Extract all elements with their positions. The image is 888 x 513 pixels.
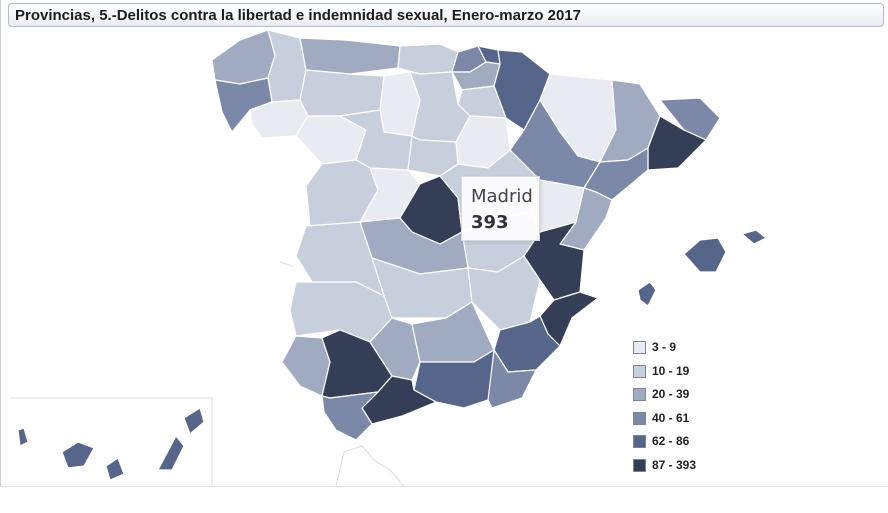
legend-label: 3 - 9 [652,340,677,354]
legend-label: 40 - 61 [652,410,690,425]
legend-swatch [633,341,646,354]
legend-swatch [633,411,646,425]
province-huelva[interactable] [281,335,331,397]
province-a-coruna[interactable] [211,29,276,85]
chart-frame [0,0,888,487]
tooltip-province-name: Madrid [471,186,533,207]
tooltip-province-value: 393 [471,212,509,233]
legend-swatch [633,458,646,472]
province-leon[interactable] [299,69,385,117]
island-fuerteventura[interactable] [157,435,185,471]
portugal-border-line [279,261,293,267]
island-lanzarote[interactable] [183,407,205,435]
island-mallorca[interactable] [683,237,727,273]
legend-swatch [633,388,646,402]
legend-swatch [633,435,646,449]
island-ibiza[interactable] [637,281,657,307]
province-albacete[interactable] [467,255,541,331]
chart-title: Provincias, 5.-Delitos contra la liberta… [15,7,582,24]
legend-label: 10 - 19 [652,363,690,378]
canary-inset-border [10,397,213,486]
island-menorca[interactable] [741,229,767,245]
map-tooltip: Madrid 393 [461,176,540,241]
legend-label: 20 - 39 [652,387,690,402]
province-almeria[interactable] [487,349,537,409]
africa-outline [335,445,405,487]
legend-swatch [633,364,646,378]
province-asturias[interactable] [299,37,401,75]
legend-label: 87 - 393 [652,457,697,472]
island-la-palma[interactable] [17,427,29,447]
legend-label: 62 - 86 [652,434,690,449]
island-gran-canaria[interactable] [105,457,125,481]
province-cadiz[interactable] [321,391,379,441]
province-girona[interactable] [659,97,721,141]
island-tenerife[interactable] [61,441,95,469]
title-bar: Provincias, 5.-Delitos contra la liberta… [8,3,884,27]
province-cantabria[interactable] [397,43,459,75]
